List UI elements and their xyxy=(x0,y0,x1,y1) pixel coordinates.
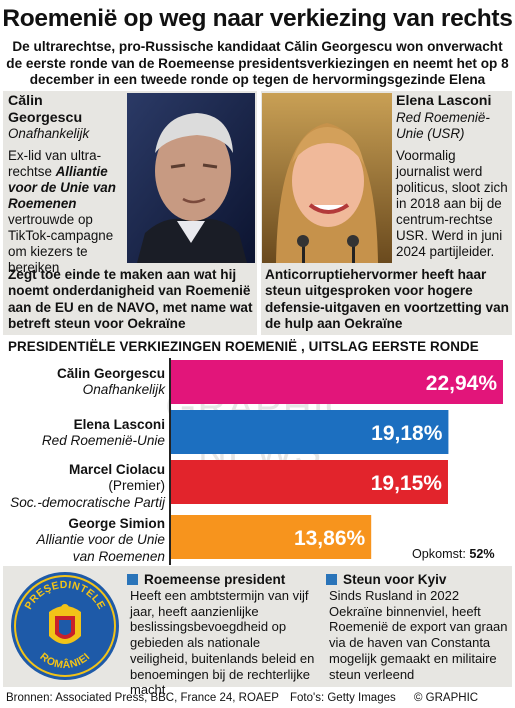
georgescu-quote: Zegt toe einde te maken aan wat hij noem… xyxy=(8,267,253,331)
chart-axis xyxy=(169,358,171,565)
candidate-georgescu-info: Călin Georgescu Onafhankelijk Ex-lid van … xyxy=(8,93,126,276)
candidate-bio: Ex-lid van ultra-rechtse Alliantie voor … xyxy=(8,148,116,275)
photo-credit: Foto's: Getty Images xyxy=(290,692,396,704)
lasconi-photo xyxy=(262,93,392,263)
info-right-title: Steun voor Kyiv xyxy=(326,572,506,588)
bar-georgescu xyxy=(170,360,503,404)
candidate-lasconi-info: Elena Lasconi Red Roemenië-Unie (USR) Vo… xyxy=(396,93,511,260)
info-panel: PREŞEDINTELE ROMÂNIEI Roemeense presiden… xyxy=(3,566,512,697)
bar-value-label-georgescu: 22,94% xyxy=(426,372,498,395)
svg-text:ROMÂNIEI: ROMÂNIEI xyxy=(37,651,92,672)
bar-value-label-simion: 13,86% xyxy=(294,527,366,550)
label-georgescu: Călin Georgescu Onafhankelijk xyxy=(56,366,165,398)
bar-value-label-ciolacu: 19,15% xyxy=(371,472,443,495)
bar-ciolacu xyxy=(170,460,448,504)
candidates-panel: Călin Georgescu Onafhankelijk Ex-lid van … xyxy=(3,91,512,335)
info-left-body: Heeft een ambtstermijn van vijf jaar, he… xyxy=(130,588,315,698)
label-lasconi: Elena Lasconi Red Roemenië-Unie xyxy=(41,417,165,449)
info-right-body: Sinds Rusland in 2022 Oekraïne binnenvie… xyxy=(329,588,508,682)
bar-lasconi xyxy=(170,410,449,454)
lasconi-quote: Anticorruptiehervormer heeft haar steun … xyxy=(265,267,509,331)
candidate-party: Red Roemenië-Unie (USR) xyxy=(396,109,490,141)
seal-bottom-text: ROMÂNIEI xyxy=(37,651,92,672)
candidate-party: Onafhankelijk xyxy=(8,126,90,141)
label-simion: George Simion Alliantie voor de Unie van R… xyxy=(36,516,165,564)
label-ciolacu: Marcel Ciolacu (Premier) Soc.-democratisch… xyxy=(10,462,165,510)
georgescu-photo xyxy=(127,93,255,263)
bar-simion xyxy=(170,515,372,559)
chart-title: PRESIDENTIËLE VERKIEZINGEN ROEMENIË , UI… xyxy=(8,339,479,354)
panel-divider xyxy=(257,91,261,335)
candidate-name: Elena Lasconi xyxy=(396,93,492,109)
bullet-square xyxy=(127,574,138,585)
sources: Bronnen: Associated Press, BBC, France 2… xyxy=(6,692,279,704)
page-title: Roemenië op weg naar verkiezing van rech… xyxy=(2,5,513,32)
copyright: © GRAPHIC NEWS xyxy=(414,692,479,704)
candidate-name: Călin Georgescu xyxy=(8,93,83,126)
bullet-square xyxy=(326,574,337,585)
presidential-seal: PREŞEDINTELE ROMÂNIEI xyxy=(9,570,121,682)
info-left-title: Roemeense president xyxy=(127,572,317,588)
candidate-bio: Voormalig journalist werd politicus, slo… xyxy=(396,147,508,259)
turnout: Opkomst: 52% xyxy=(412,547,495,561)
bar-value-label-lasconi: 19,18% xyxy=(371,422,443,445)
